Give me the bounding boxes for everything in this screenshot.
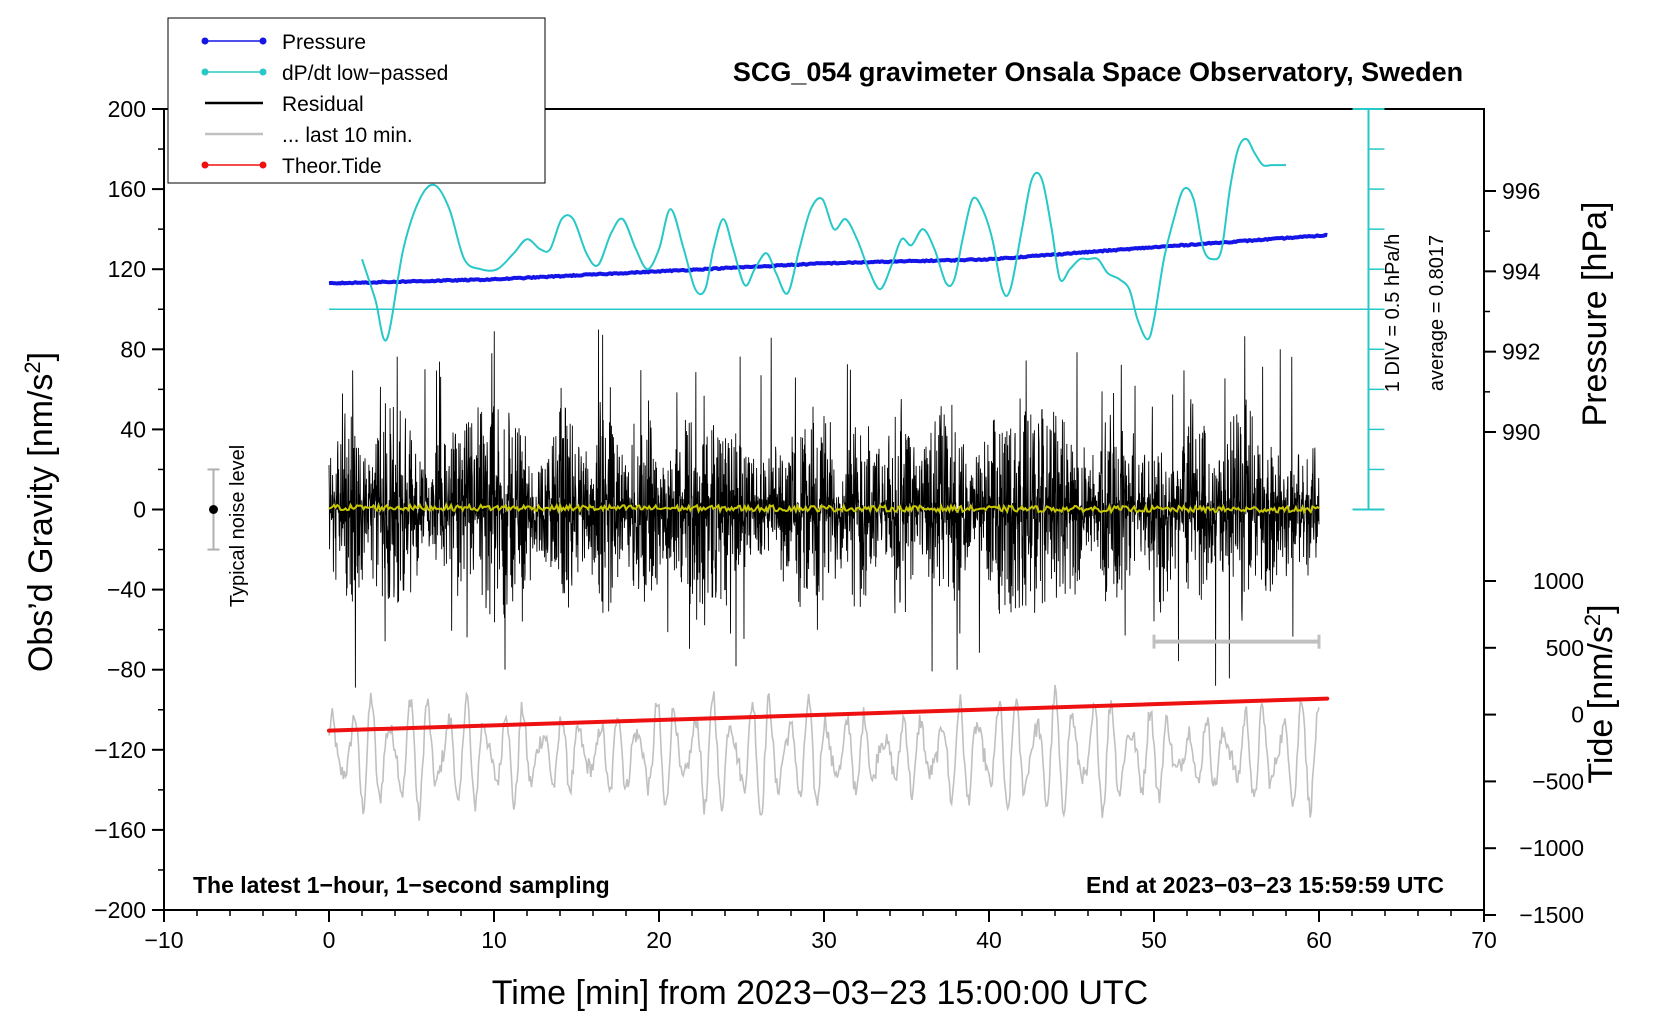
legend-marker <box>259 68 267 76</box>
y-tick-label: 200 <box>108 96 146 122</box>
end-time-note: End at 2023−03−23 15:59:59 UTC <box>1086 872 1444 898</box>
y-axis-title-sup: 2 <box>20 361 45 373</box>
pressure-tick-label: 990 <box>1502 419 1540 445</box>
noise-level-label: Typical noise level <box>227 445 249 607</box>
legend-marker <box>259 37 267 45</box>
x-tick-label: 20 <box>646 927 672 953</box>
tide-axis-title-end: ] <box>1582 604 1620 613</box>
dpdt-div-label: 1 DIV = 0.5 hPa/h <box>1382 234 1404 392</box>
mean-residual-line <box>328 501 1320 515</box>
dpdt-scale-axis <box>1352 108 1385 511</box>
legend-marker <box>259 161 267 169</box>
legend-box <box>167 17 546 184</box>
y-tick-label: −160 <box>94 817 146 843</box>
tide-axis-title-sup: 2 <box>1580 614 1605 626</box>
tide-tick-label: −500 <box>1532 768 1584 794</box>
y-axis-title-main: Obs’d Gravity [nm/s <box>22 374 60 673</box>
x-tick-label: 70 <box>1471 927 1497 953</box>
x-tick-label: 10 <box>481 927 507 953</box>
x-tick-label: 50 <box>1141 927 1167 953</box>
pressure-series-line <box>328 232 1328 286</box>
noise-level-indicator <box>207 468 220 551</box>
y-tick-label: −40 <box>107 577 146 603</box>
tide-tick-label: −1500 <box>1519 902 1584 928</box>
y-tick-label: 160 <box>108 176 146 202</box>
y-axis-title: Obs’d Gravity [nm/s2] <box>20 352 60 672</box>
legend-label: Pressure <box>282 31 366 54</box>
pressure-tick-label: 992 <box>1502 339 1540 365</box>
dpdt-series-line <box>361 137 1286 342</box>
legend-label: dP/dt low−passed <box>282 62 448 85</box>
legend-marker <box>201 37 209 45</box>
sampling-note: The latest 1−hour, 1−second sampling <box>193 872 610 898</box>
x-tick-label: 40 <box>976 927 1002 953</box>
x-tick-label: 0 <box>323 927 336 953</box>
y-tick-label: −200 <box>94 897 146 923</box>
y-axis-title-end: ] <box>22 352 60 361</box>
noise-level-dot <box>209 505 218 514</box>
residual-series-line <box>328 329 1320 688</box>
tide-tick-label: −1000 <box>1519 835 1584 861</box>
pressure-tick-label: 996 <box>1502 178 1540 204</box>
x-tick-label: 60 <box>1306 927 1332 953</box>
x-tick-label: 30 <box>811 927 837 953</box>
tide-series-line <box>327 696 1330 733</box>
legend: Pressure dP/dt low−passed Residual ... last… <box>167 17 546 184</box>
pressure-tick-label: 994 <box>1502 258 1541 284</box>
tide-axis-title: Tide [nm/s2] <box>1580 604 1620 783</box>
y-tick-label: 40 <box>120 416 146 442</box>
x-axis-title: Time [min] from 2023−03−23 15:00:00 UTC <box>492 974 1148 1012</box>
tide-axis-title-main: Tide [nm/s <box>1582 626 1620 783</box>
legend-label: Theor.Tide <box>282 155 382 178</box>
chart-title: SCG_054 gravimeter Onsala Space Observat… <box>733 57 1463 87</box>
y-tick-label: 0 <box>133 497 146 523</box>
y-tick-label: −80 <box>107 657 146 683</box>
tide-tick-label: 1000 <box>1533 568 1584 594</box>
last10-series-line <box>328 684 1320 821</box>
y-tick-label: 80 <box>120 336 146 362</box>
legend-marker <box>201 68 209 76</box>
ticks-layer: −10 0 10 20 30 40 50 60 70 200 160 120 80 40 0 −40 −80 −1… <box>94 96 1584 953</box>
tide-tick-label: 0 <box>1571 702 1584 728</box>
y-tick-label: 120 <box>108 256 146 282</box>
y-tick-label: −120 <box>94 737 146 763</box>
x-tick-label: −10 <box>144 927 183 953</box>
legend-label: Residual <box>282 93 364 116</box>
legend-label: ... last 10 min. <box>282 124 413 147</box>
pressure-axis-title: Pressure [hPa] <box>1576 202 1614 427</box>
tide-tick-label: 500 <box>1546 635 1584 661</box>
series-layer <box>327 137 1377 821</box>
dpdt-average-label: average = 0.8017 <box>1426 235 1448 391</box>
legend-marker <box>201 161 209 169</box>
